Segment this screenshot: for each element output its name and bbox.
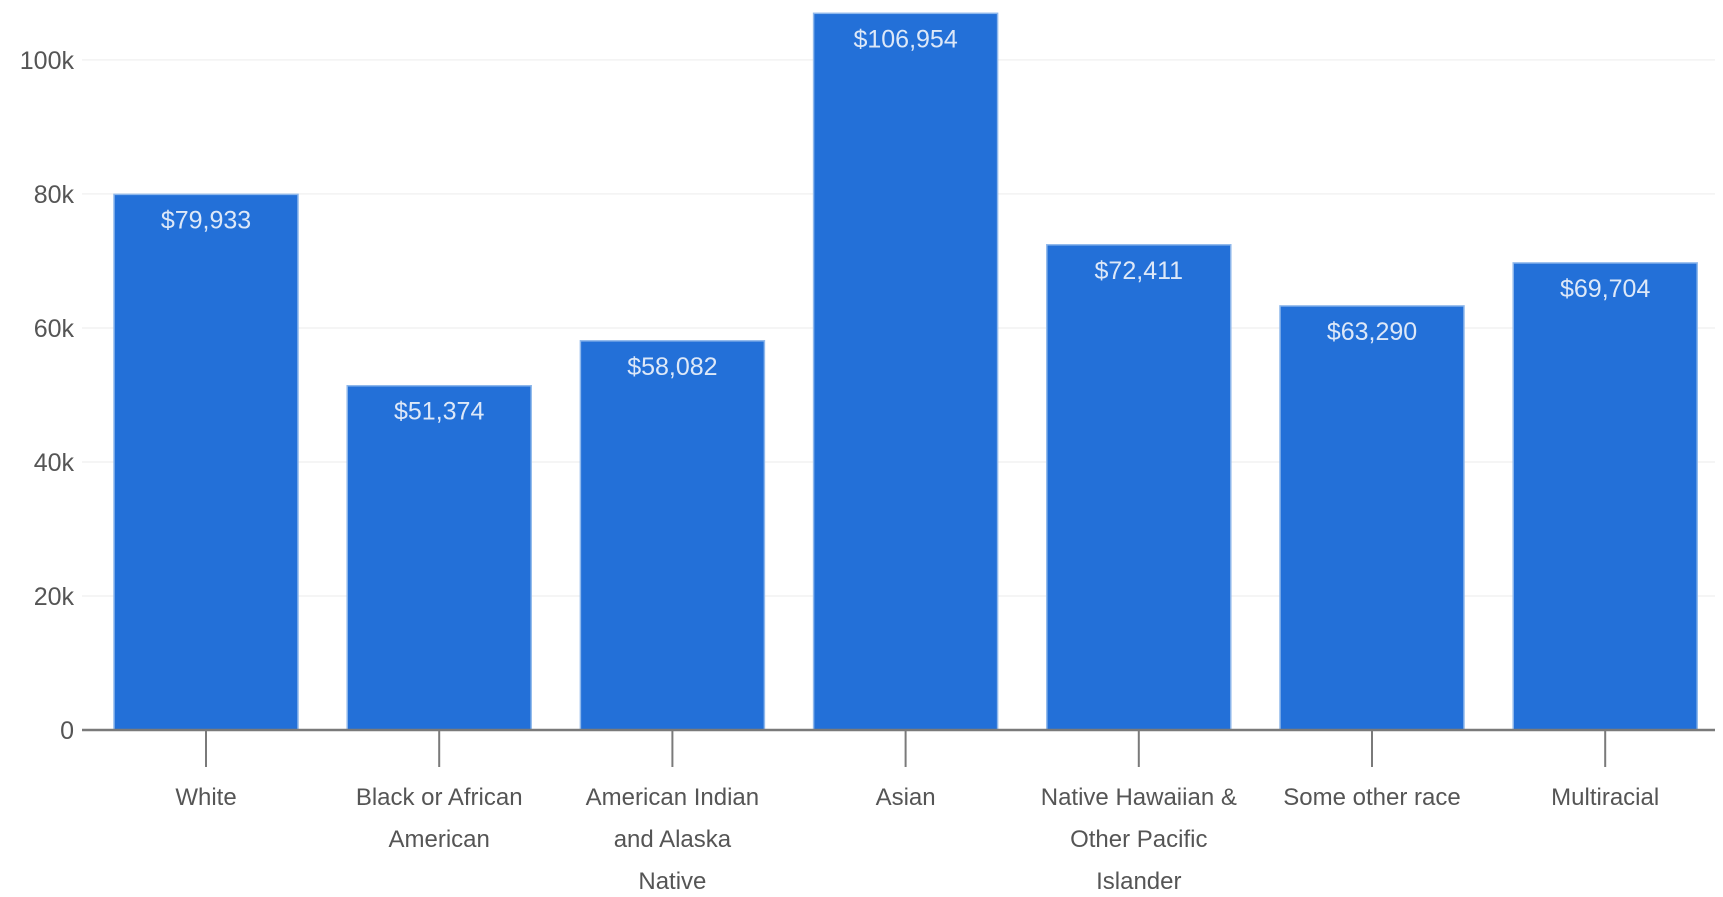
bar-value-label: $72,411 [1095,257,1184,285]
x-tick-label: White [175,784,236,811]
x-tick-label: Native Hawaiian & [1041,784,1237,811]
x-tick-label: Islander [1096,868,1181,892]
bar-value-label: $63,290 [1327,318,1417,346]
y-tick-label: 0 [60,717,74,745]
x-tick-label: Black or African [356,784,523,811]
bar [113,193,299,731]
y-axis-tick-labels: 0 20k 40k 60k 80k 100k [20,47,75,745]
x-axis [82,728,1715,767]
bar-value-label: $58,082 [627,353,717,381]
bar-value-label: $51,374 [394,398,484,426]
x-tick-label: Other Pacific [1070,826,1207,853]
y-tick-label: 100k [20,47,75,75]
x-tick-label: Native [638,868,706,892]
bar [1512,262,1698,731]
bar-value-label: $106,954 [853,25,957,53]
y-tick-label: 60k [34,315,75,343]
bar [346,384,532,731]
x-tick-label: Asian [876,784,936,811]
bar [1279,305,1465,731]
x-tick-label: American [389,826,490,853]
x-tick-label: American Indian [586,784,759,811]
x-tick-label: Multiracial [1551,784,1659,811]
y-tick-label: 80k [34,181,75,209]
x-axis-tick-labels: White Black or African American American In… [175,784,1659,895]
y-tick-label: 20k [34,583,75,611]
bar-value-label: $79,933 [161,206,251,234]
bar [1046,244,1232,731]
y-tick-label: 40k [34,449,75,477]
bars: $79,933 $51,374 $58,082 $106,954 $72,411 $63,… [113,12,1698,731]
bar [579,340,766,731]
bar-value-label: $69,704 [1560,275,1650,303]
x-tick-label: Some other race [1283,784,1460,811]
x-tick-label: and Alaska [614,826,732,853]
bar [812,12,999,731]
